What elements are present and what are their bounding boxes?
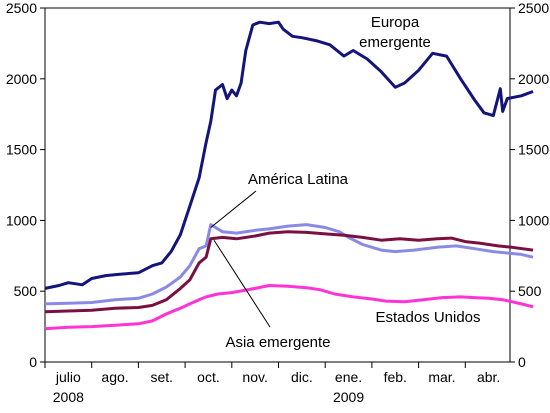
annotation-label: emergente: [359, 34, 431, 51]
y-tick-label-right: 500: [518, 283, 542, 299]
annotation-label: Estados Unidos: [375, 309, 480, 326]
x-tick-label: mar.: [428, 369, 455, 385]
y-tick-label-right: 2000: [518, 71, 549, 87]
series-line-estados-unidos: [44, 284, 534, 331]
chart-axes: 0 0 500 500 1000 1000 1500 1500 2000 2000 2500 2500…: [6, 0, 550, 405]
x-tick-label: oct.: [197, 369, 220, 385]
y-tick-label-right: 1000: [518, 212, 549, 228]
y-tick-label-left: 1000: [6, 212, 37, 228]
y-tick-label-left: 1500: [6, 142, 37, 158]
y-tick-label-left: 0: [29, 354, 37, 370]
y-tick-label-left: 2000: [6, 71, 37, 87]
y-tick-label-right: 2500: [518, 0, 549, 16]
series-layer: [44, 20, 534, 331]
x-tick-label: julio: [55, 369, 81, 385]
x-tick-label: set.: [150, 369, 173, 385]
y-tick-label-right: 0: [518, 354, 526, 370]
x-tick-label: ago.: [101, 369, 128, 385]
y-tick-label-left: 500: [14, 283, 38, 299]
x-tick-label: dic.: [291, 369, 313, 385]
x-year-label: 2009: [333, 389, 364, 405]
leader-line-asia-emergente: [213, 239, 271, 328]
y-tick-label-left: 2500: [6, 0, 37, 16]
y-tick-label-right: 1500: [518, 142, 549, 158]
x-tick-label: abr.: [477, 369, 500, 385]
series-line-europa-emergente: [44, 20, 534, 290]
annotation-label: Asia emergente: [225, 334, 330, 351]
x-year-label: 2008: [53, 389, 84, 405]
plot-frame: [44, 7, 511, 363]
x-tick-label: ene.: [335, 369, 362, 385]
annotation-layer: Europa emergente América Latina Asia emerge…: [210, 14, 481, 351]
series-line-am-rica-latina: [44, 223, 534, 306]
x-tick-label: feb.: [384, 369, 407, 385]
leader-line-america-latina: [210, 190, 257, 228]
annotation-label: Europa: [371, 14, 420, 31]
series-line-asia-emergente: [44, 230, 534, 314]
annotation-label: América Latina: [248, 171, 349, 188]
x-tick-label: nov.: [242, 369, 267, 385]
